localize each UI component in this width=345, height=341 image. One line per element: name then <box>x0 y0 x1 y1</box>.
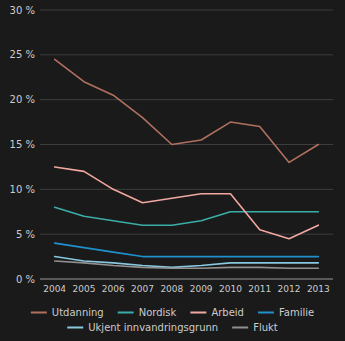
x-tick-label: 2013 <box>307 284 330 294</box>
series-line <box>55 261 319 268</box>
y-tick-label: 0 % <box>16 274 35 285</box>
legend-item: Utdanning <box>31 307 104 318</box>
legend-item: Flukt <box>232 322 278 333</box>
legend-label: Flukt <box>253 322 278 333</box>
grid-line <box>40 189 333 190</box>
y-tick-label: 10 % <box>10 184 35 195</box>
legend-label: Nordisk <box>139 307 177 318</box>
y-tick-label: 20 % <box>10 94 35 105</box>
legend-swatch <box>232 327 248 329</box>
legend: Utdanning Nordisk Arbeid Familie Ukjent innv… <box>31 307 314 333</box>
y-tick-label: 30 % <box>10 5 35 16</box>
x-tick-label: 2012 <box>278 284 301 294</box>
series-lines <box>55 59 319 268</box>
x-tick-label: 2009 <box>190 284 213 294</box>
y-axis: 0 % 5 % 10 % 15 % 20 % 25 % 30 % <box>10 5 333 285</box>
grid-line <box>40 10 333 11</box>
legend-label: Familie <box>279 307 314 318</box>
x-tick-label: 2010 <box>219 284 242 294</box>
y-tick-label: 15 % <box>10 139 35 150</box>
y-tick-label: 5 % <box>16 229 35 240</box>
series-line <box>55 167 319 239</box>
x-tick-label: 2011 <box>248 284 271 294</box>
x-axis-line <box>40 279 333 280</box>
series-line <box>55 207 319 225</box>
legend-item: Arbeid <box>190 307 244 318</box>
legend-label: Ukjent innvandringsgrunn <box>88 322 218 333</box>
chart: Utdanning Nordisk Arbeid Familie Ukjent innv… <box>0 0 345 341</box>
x-tick-label: 2006 <box>102 284 125 294</box>
x-axis: 2004 2005 2006 2007 2008 2009 2010 2011 2012 2013 <box>40 279 333 294</box>
legend-swatch <box>67 327 83 329</box>
x-tick-label: 2004 <box>43 284 66 294</box>
grid-line <box>40 54 333 55</box>
x-tick-label: 2005 <box>72 284 95 294</box>
grid-line <box>40 234 333 235</box>
legend-swatch <box>118 312 134 314</box>
legend-item: Familie <box>258 307 314 318</box>
series-line <box>55 59 319 162</box>
legend-item: Ukjent innvandringsgrunn <box>67 322 218 333</box>
legend-swatch <box>190 312 206 314</box>
grid-line <box>40 279 333 280</box>
legend-swatch <box>258 312 274 314</box>
legend-item: Nordisk <box>118 307 177 318</box>
y-tick-label: 25 % <box>10 49 35 60</box>
legend-label: Utdanning <box>52 307 104 318</box>
series-line <box>55 243 319 256</box>
legend-swatch <box>31 312 47 314</box>
series-line <box>55 257 319 268</box>
grid-line <box>40 99 333 100</box>
legend-label: Arbeid <box>211 307 244 318</box>
x-tick-label: 2007 <box>131 284 154 294</box>
grid-line <box>40 144 333 145</box>
x-tick-label: 2008 <box>160 284 183 294</box>
